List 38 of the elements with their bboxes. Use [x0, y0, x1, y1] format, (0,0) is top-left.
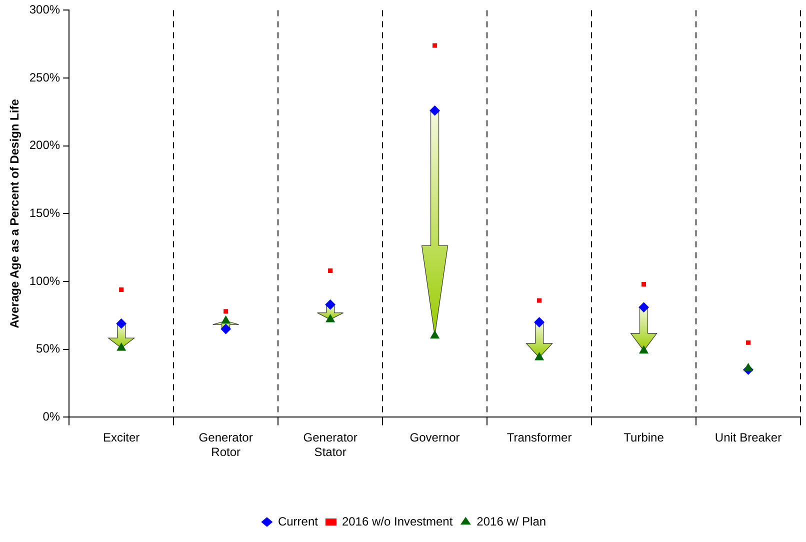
point — [116, 343, 126, 351]
x-tick-label: Unit Breaker — [714, 430, 782, 445]
point — [746, 340, 751, 345]
x-tick-label: Generator Rotor — [198, 430, 253, 460]
y-tick-label: 250% — [29, 70, 60, 84]
y-axis-title: Average Age as a Percent of Design Life — [8, 98, 22, 328]
y-tick-label: 50% — [36, 342, 60, 356]
point — [430, 330, 440, 339]
point — [325, 300, 336, 310]
point — [432, 43, 438, 48]
x-tick-label: Transformer — [506, 430, 572, 445]
y-tick-label: 0% — [42, 410, 60, 424]
x-tick-label: Exciter — [102, 430, 140, 445]
legend-label: 2016 w/ Plan — [476, 514, 546, 528]
point — [534, 317, 544, 328]
x-tick-label: Turbine — [624, 430, 664, 445]
y-tick-label: 200% — [29, 138, 60, 152]
y-tick-label: 100% — [29, 274, 60, 288]
x-tick-label: Generator Stator — [303, 430, 358, 460]
legend-label: Current — [278, 514, 319, 528]
point — [224, 309, 228, 314]
point — [116, 318, 126, 329]
y-tick-label: 150% — [29, 206, 60, 220]
point — [119, 287, 124, 292]
point — [642, 282, 646, 287]
x-tick-label: Governor — [410, 430, 460, 445]
point — [326, 314, 335, 322]
point — [537, 298, 542, 303]
point — [430, 106, 440, 116]
point — [639, 346, 648, 354]
point — [638, 302, 649, 312]
legend-label: 2016 w/o Investment — [342, 514, 454, 528]
y-tick-label: 300% — [29, 2, 60, 17]
point — [220, 324, 231, 334]
point — [328, 268, 333, 273]
point — [221, 316, 230, 324]
point — [534, 352, 544, 360]
point — [744, 363, 753, 372]
